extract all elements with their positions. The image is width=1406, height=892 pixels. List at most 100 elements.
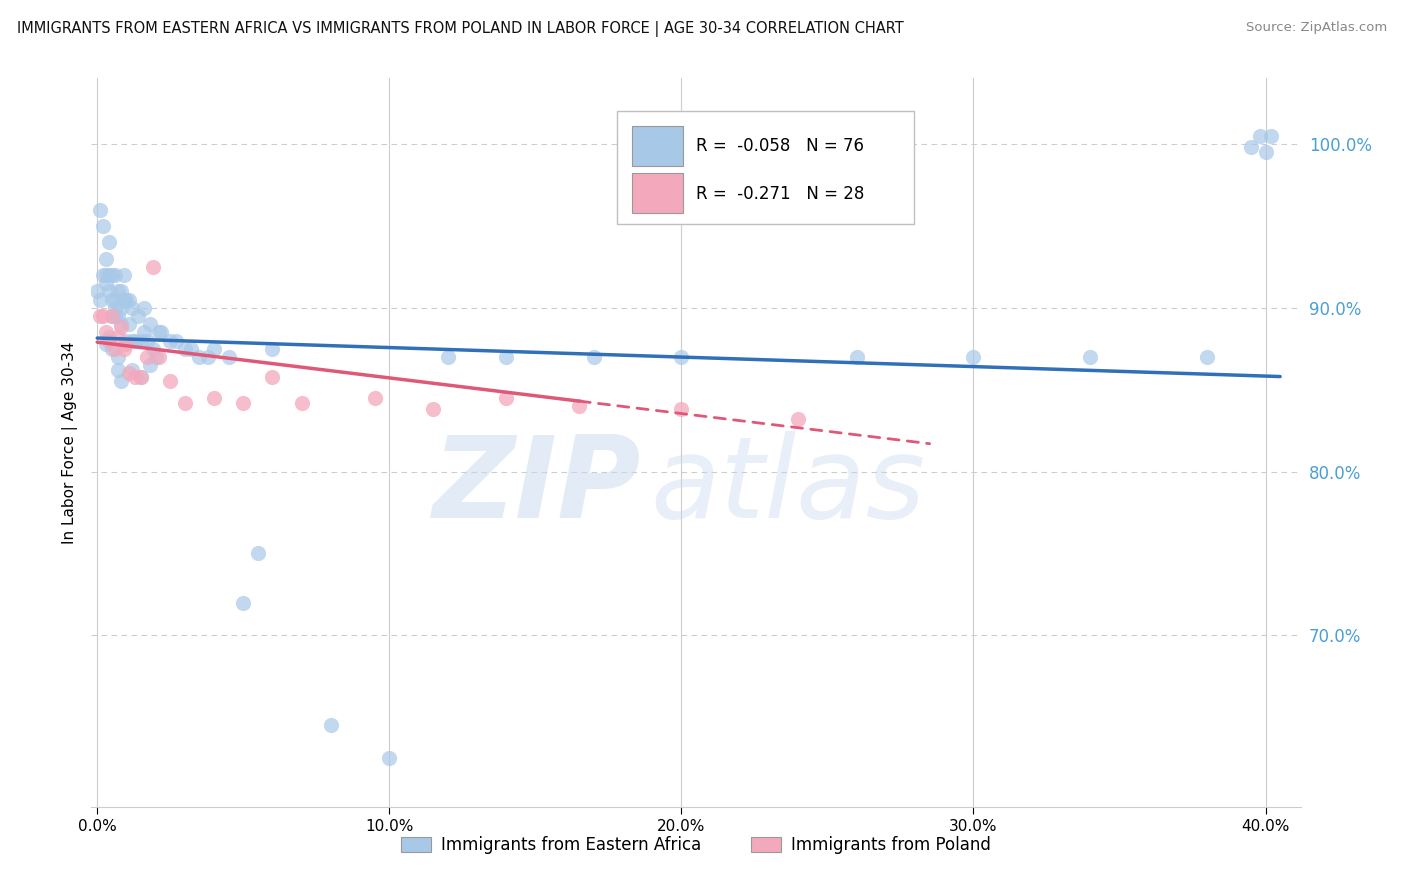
Point [94,336,117,351]
Point [129,369,152,384]
Point [115,293,138,307]
Point [101,309,124,323]
Point [495,350,517,364]
Point [180,342,202,356]
Point [121,363,143,377]
Point [145,350,167,364]
Point [89,202,111,217]
Point [135,334,157,348]
Point [173,396,195,410]
Text: R =  -0.271   N = 28: R = -0.271 N = 28 [696,185,865,202]
Point [291,396,314,410]
Point [671,402,693,417]
Point [202,391,225,405]
Point [118,293,141,307]
Point [132,301,155,315]
Point [436,350,458,364]
Point [91,219,114,233]
Point [150,326,173,340]
Point [1078,350,1101,364]
Point [107,350,129,364]
Point [127,309,149,323]
Point [104,268,127,282]
Point [112,293,135,307]
Point [962,350,984,364]
Point [110,301,132,315]
Point [104,309,127,323]
Point [129,334,152,348]
Point [787,412,810,426]
Point [1249,128,1271,143]
Point [121,334,143,348]
Point [94,276,117,290]
Point [118,366,141,380]
Point [218,350,240,364]
Point [101,342,124,356]
Point [104,301,127,315]
Point [94,252,117,266]
Point [94,268,117,282]
FancyBboxPatch shape [631,173,683,213]
Point [86,285,108,299]
Point [139,358,162,372]
Point [101,293,124,307]
Point [135,350,157,364]
Point [104,293,127,307]
Point [94,326,117,340]
Point [165,334,187,348]
Point [159,334,181,348]
Point [97,235,120,250]
Point [110,320,132,334]
Point [173,342,195,356]
Point [1197,350,1219,364]
Point [97,285,120,299]
Text: R =  -0.058   N = 76: R = -0.058 N = 76 [696,137,863,155]
Point [118,317,141,331]
Point [197,350,219,364]
Point [91,309,114,323]
Point [110,317,132,331]
Point [115,334,138,348]
FancyBboxPatch shape [617,112,914,224]
Point [110,285,132,299]
Point [148,326,170,340]
Point [363,391,385,405]
Point [89,293,111,307]
Text: atlas: atlas [650,431,925,542]
Point [568,399,591,413]
Point [101,309,124,323]
Point [232,596,254,610]
Point [115,336,138,351]
Legend: Immigrants from Eastern Africa, Immigrants from Poland: Immigrants from Eastern Africa, Immigran… [394,830,998,861]
FancyBboxPatch shape [631,126,683,166]
Point [262,369,284,384]
Point [671,350,693,364]
Point [139,317,162,331]
Point [104,342,127,356]
Point [1260,128,1282,143]
Point [89,309,111,323]
Point [1254,145,1277,160]
Point [148,350,170,364]
Point [101,268,124,282]
Point [107,285,129,299]
Point [582,350,605,364]
Point [91,268,114,282]
Point [107,309,129,323]
Point [112,342,135,356]
Point [319,718,342,732]
Point [132,326,155,340]
Point [378,751,401,765]
Point [1240,140,1263,154]
Text: Source: ZipAtlas.com: Source: ZipAtlas.com [1247,21,1388,35]
Point [188,350,211,364]
Point [97,268,120,282]
Point [97,330,120,344]
Point [159,375,181,389]
Point [107,363,129,377]
Point [124,334,146,348]
Point [232,396,254,410]
Point [202,342,225,356]
Point [495,391,517,405]
Text: ZIP: ZIP [433,431,641,542]
